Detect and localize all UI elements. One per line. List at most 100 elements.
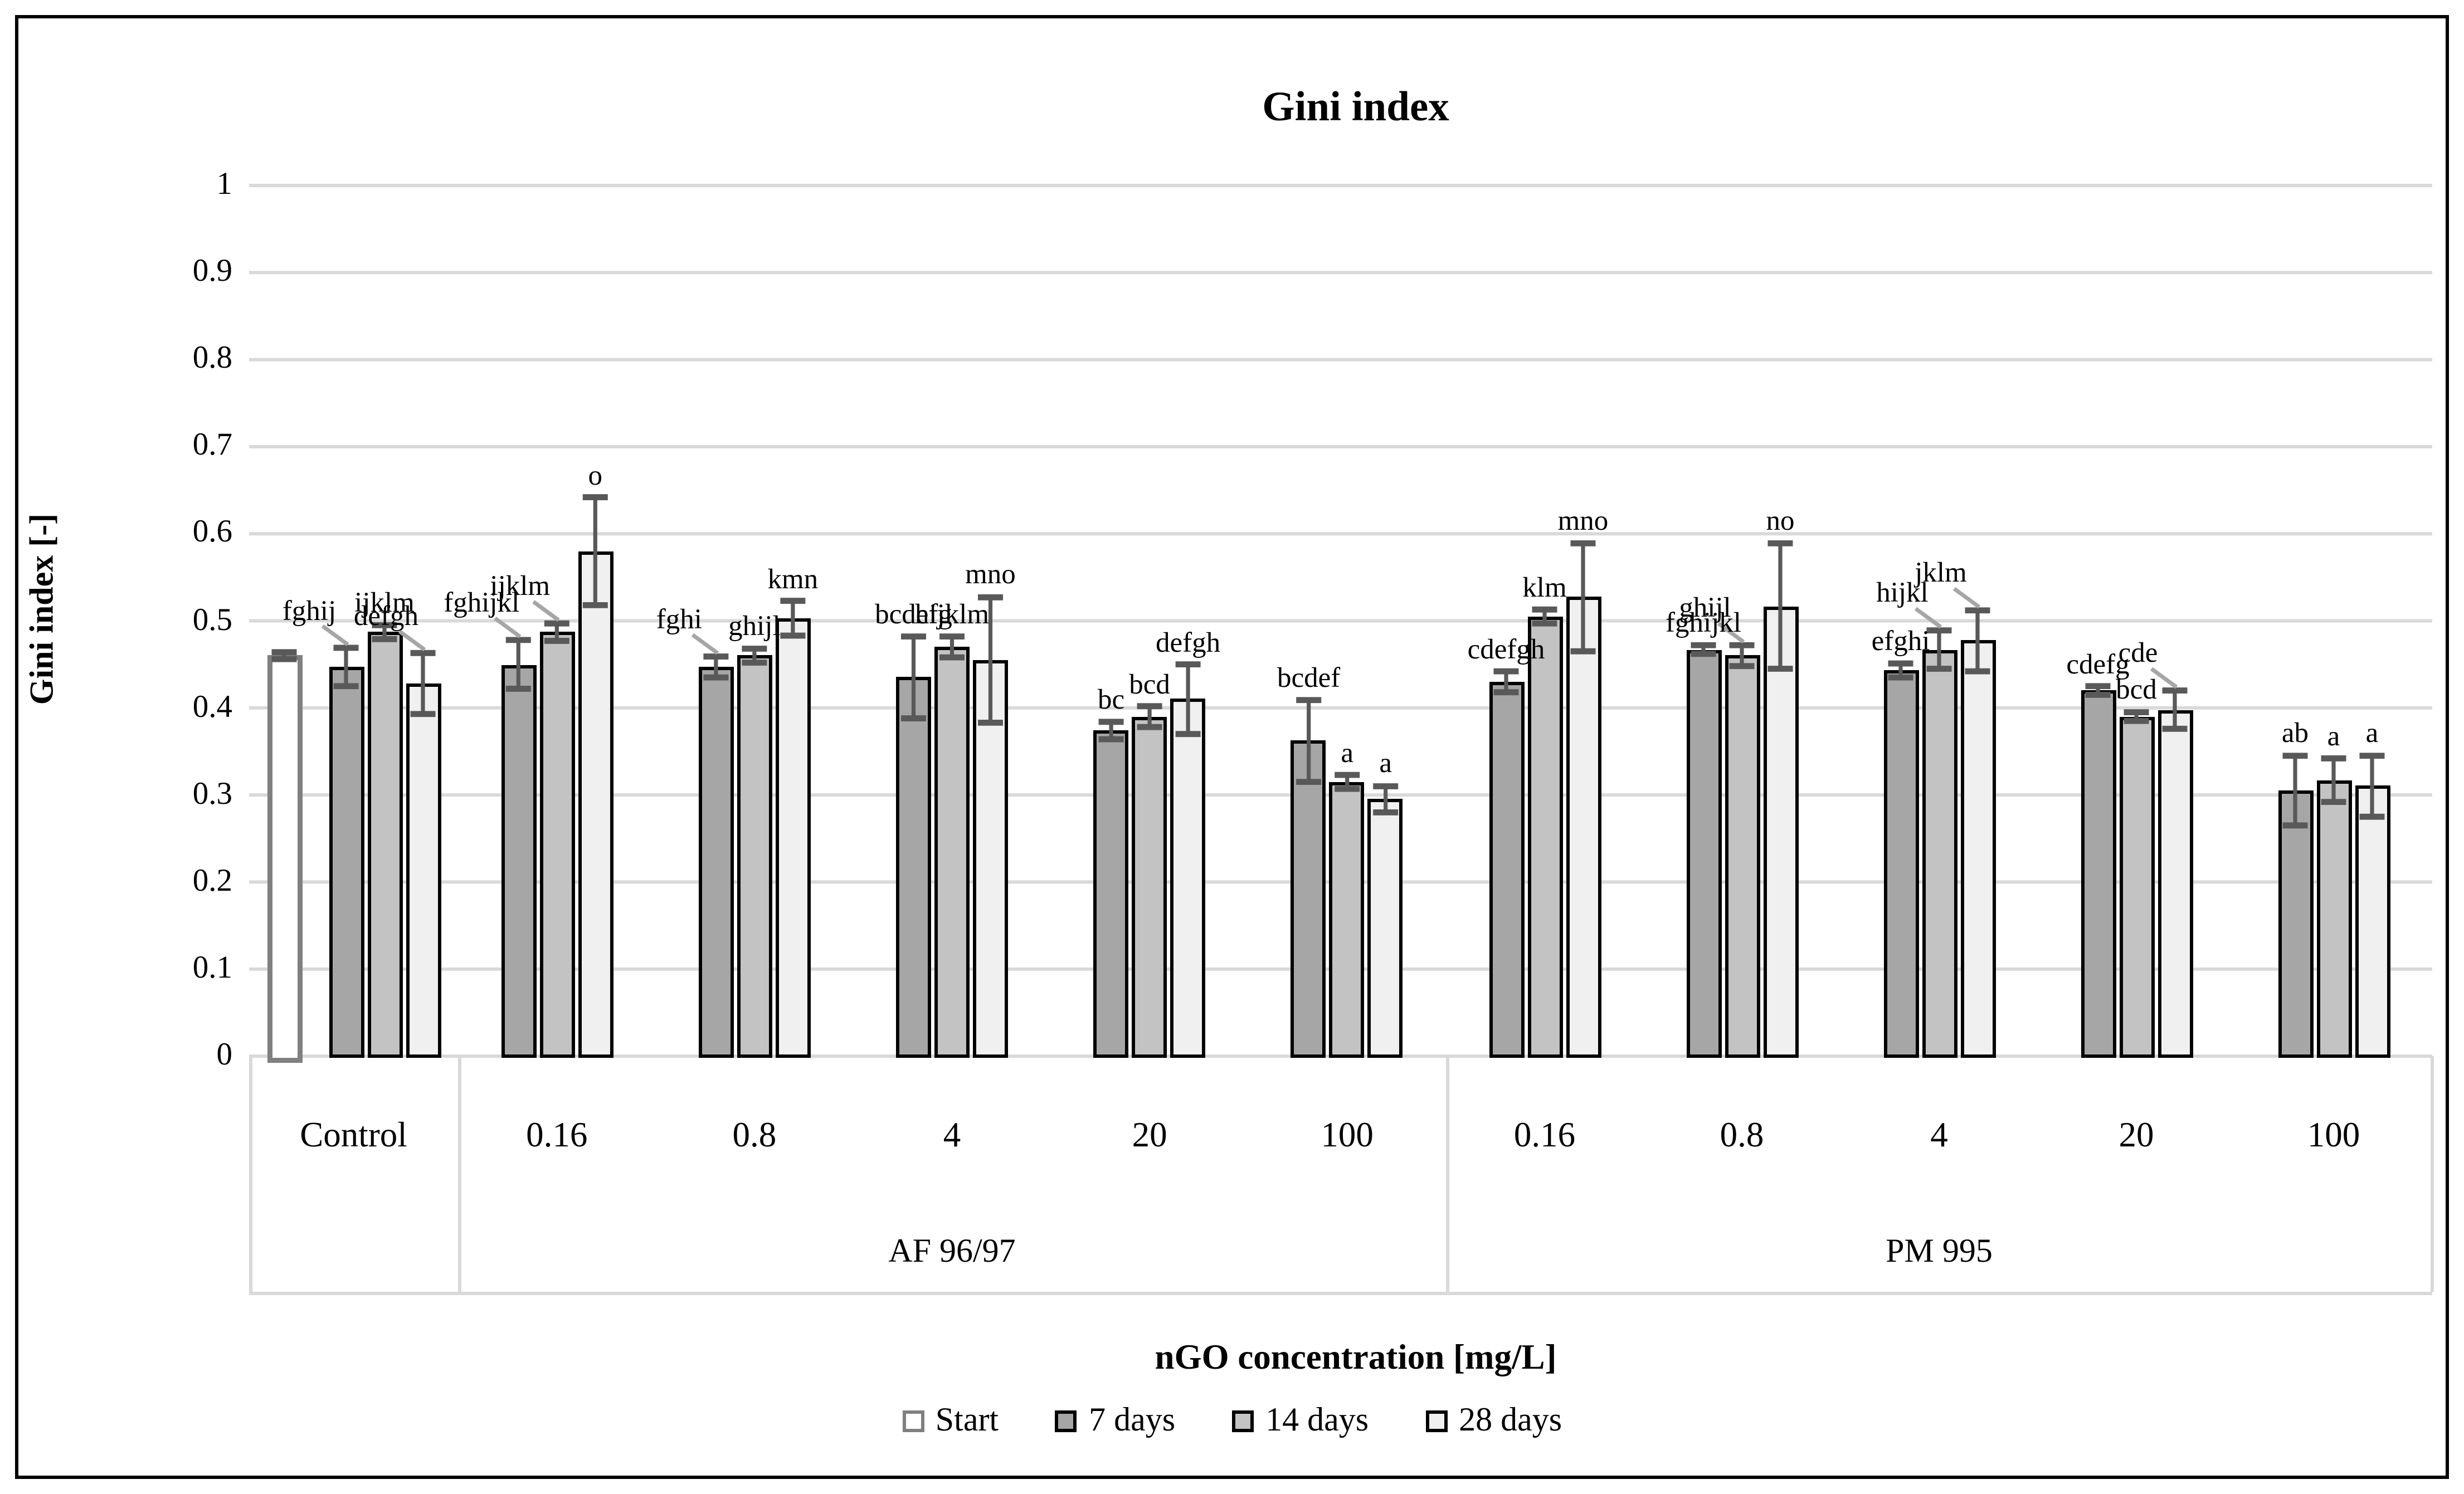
category-label: 20 (2119, 1115, 2154, 1155)
legend-label: 7 days (1089, 1402, 1176, 1439)
bar-7-days (896, 677, 931, 1058)
plot-area: 1 0.9 0.8 0.7 0.6 0.5 0.4 0.3 0.2 0.1 0 AF 96/97 PM … (18, 18, 2449, 1355)
section-label-af-96-97: AF 96/97 (888, 1233, 1016, 1270)
category-band-divider (1446, 1056, 1449, 1292)
significance-letters: bcd (1129, 667, 1170, 700)
label-leader-line (398, 629, 426, 652)
significance-letters: defgh (1155, 626, 1221, 658)
y-tick-label: 0.2 (192, 863, 232, 899)
significance-letters: fghi (656, 603, 702, 635)
category-label: 0.16 (1513, 1115, 1576, 1155)
bar-28-days (1565, 597, 1601, 1058)
legend: Start 7 days 14 days 28 days (33, 1402, 2431, 1441)
legend-swatch-icon (1232, 1410, 1254, 1432)
category-label: 4 (943, 1115, 961, 1155)
significance-letters: fghijkl (1665, 607, 1742, 639)
legend-swatch-icon (1425, 1410, 1448, 1432)
bar-14-days (1330, 782, 1365, 1058)
category-label: Control (300, 1115, 407, 1155)
bar-7-days (1883, 670, 1918, 1058)
bar-28-days (2354, 786, 2390, 1058)
bar-7-days (500, 664, 536, 1058)
significance-letters: bc (1097, 683, 1125, 715)
bar-7-days (2080, 690, 2116, 1058)
y-tick-label: 0.6 (192, 515, 232, 551)
bar-7-days (698, 667, 734, 1058)
significance-letters: defgh (353, 599, 419, 632)
y-tick-label: 0.7 (192, 428, 232, 463)
significance-letters: a (1379, 748, 1392, 780)
significance-letters: kmn (767, 562, 819, 594)
significance-letters: cde (2118, 637, 2158, 669)
bar-7-days (1686, 650, 1721, 1058)
legend-item-28-days: 28 days (1425, 1402, 1562, 1441)
section-label-pm-995: PM 995 (1886, 1233, 1993, 1270)
bar-28-days (775, 618, 811, 1058)
category-label: 20 (1132, 1115, 1167, 1155)
y-tick-label: 0.3 (192, 777, 232, 812)
y-tick-label: 0.8 (192, 341, 232, 377)
legend-label: 28 days (1459, 1402, 1562, 1439)
category-label: 4 (1930, 1115, 1948, 1155)
label-leader-line (321, 624, 349, 646)
legend-item-14-days: 14 days (1232, 1402, 1369, 1441)
category-label: 100 (1321, 1115, 1374, 1155)
label-leader-line (494, 616, 522, 638)
significance-letters: efghi (1871, 625, 1930, 657)
legend-swatch-icon (902, 1410, 924, 1432)
significance-letters: mno (1557, 505, 1609, 537)
legend-label: 14 days (1265, 1402, 1369, 1439)
legend-item-7-days: 7 days (1055, 1402, 1175, 1441)
bar-start (266, 655, 302, 1063)
bar-28-days (1368, 799, 1404, 1058)
category-label: 0.8 (1720, 1115, 1764, 1155)
label-leader-line (532, 600, 560, 622)
significance-letters: fghij (282, 594, 337, 626)
label-leader-line (1952, 587, 1981, 609)
y-tick-label: 0.9 (192, 254, 232, 290)
significance-letters: klm (1522, 571, 1567, 603)
significance-letters: cdefg (2066, 647, 2130, 680)
y-tick-label: 0.1 (192, 950, 232, 986)
bar-28-days (2157, 709, 2193, 1058)
bar-7-days (328, 667, 364, 1058)
chart-title: Gini index (1262, 85, 1449, 130)
significance-letters: bcd (2116, 673, 2157, 706)
legend-swatch-icon (1055, 1410, 1078, 1432)
significance-letters: bcdef (1277, 661, 1341, 694)
significance-letters: mno (965, 559, 1016, 591)
bar-14-days (737, 655, 772, 1058)
figure-frame: Gini index Gini index [-] 1 0.9 0.8 0.7 0.6 0… (15, 15, 2449, 1479)
significance-letters: ghijl (728, 610, 781, 642)
significance-letters: hijklm (914, 598, 990, 630)
category-label: 100 (2307, 1115, 2360, 1155)
bar-28-days (1762, 606, 1798, 1058)
label-leader-line (691, 633, 719, 655)
significance-letters: no (1766, 505, 1795, 537)
significance-letters: a (2327, 720, 2340, 752)
label-leader-line (2150, 667, 2178, 689)
category-band-divider (249, 1056, 252, 1292)
y-tick-label: 0 (216, 1038, 233, 1073)
bar-14-days (1527, 616, 1562, 1058)
significance-letters: o (588, 458, 603, 491)
significance-letters: ab (2281, 717, 2309, 749)
bar-14-days (934, 647, 970, 1058)
bar-7-days (1488, 681, 1524, 1058)
significance-letters: cdefgh (1467, 633, 1545, 665)
legend-label: Start (935, 1402, 999, 1439)
significance-letters: ghijl (1679, 592, 1731, 624)
bar-28-days (577, 551, 613, 1058)
error-bars-layer (271, 494, 2385, 829)
significance-letters: a (1341, 736, 1353, 769)
label-leader-line (1914, 607, 1942, 629)
category-label: 0.16 (526, 1115, 588, 1155)
significance-letters: ijklm (354, 587, 415, 619)
significance-letters: ijklm (490, 570, 551, 602)
bar-14-days (1132, 716, 1167, 1058)
category-band-divider (458, 1056, 461, 1292)
bar-7-days (1093, 730, 1129, 1058)
label-leader-line (1717, 622, 1745, 644)
bar-28-days (973, 660, 1008, 1058)
